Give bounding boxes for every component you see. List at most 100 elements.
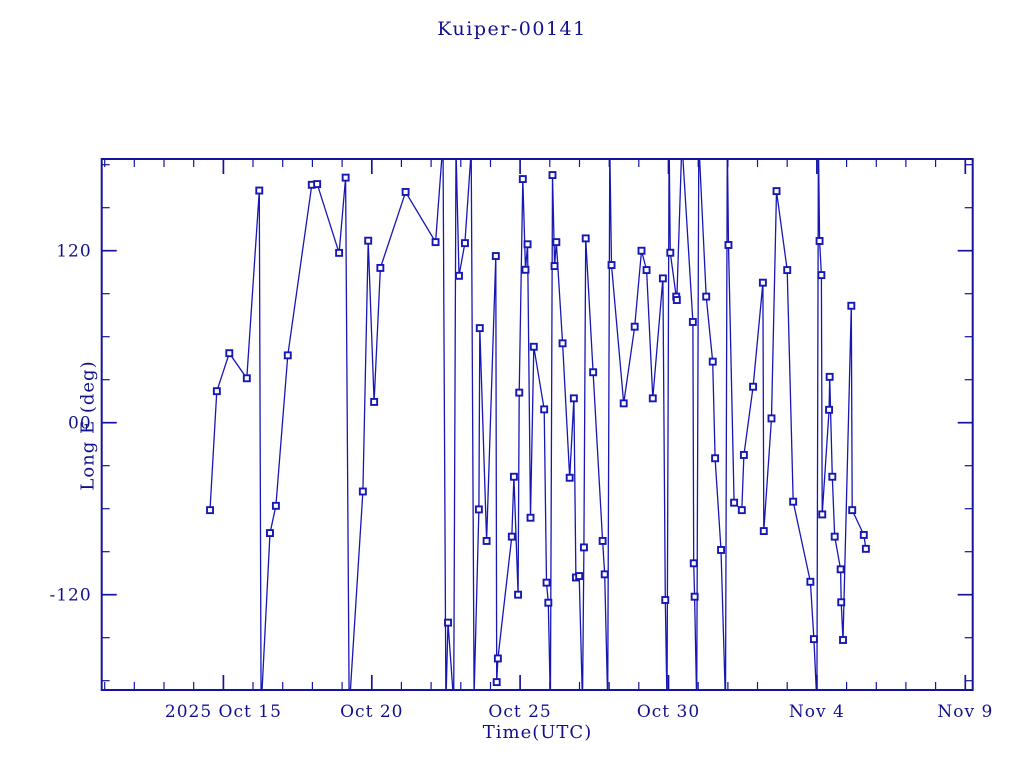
data-point-marker (581, 234, 590, 243)
data-point-marker (739, 451, 748, 459)
data-point-marker (474, 505, 483, 514)
data-point-marker (401, 188, 410, 196)
data-point-marker (672, 296, 681, 304)
series-group (206, 145, 870, 707)
data-point-marker (493, 654, 502, 663)
data-point-marker (589, 368, 598, 377)
data-point-marker (212, 387, 221, 396)
data-point-marker (514, 590, 523, 599)
data-point-marker (242, 374, 251, 383)
data-point-marker (542, 578, 551, 587)
data-point-marker (847, 301, 856, 310)
data-point-marker (565, 473, 574, 482)
data-point-marker (370, 397, 379, 406)
data-point-marker (491, 252, 500, 260)
data-point-marker (266, 529, 274, 538)
data-point-marker (817, 271, 826, 280)
data-point-marker (358, 487, 367, 496)
data-point-marker (836, 565, 845, 574)
data-point-marker (818, 510, 827, 519)
data-point-marker (702, 292, 711, 301)
data-point-marker (313, 180, 322, 189)
data-point-marker (749, 382, 758, 391)
data-point-marker (544, 598, 553, 607)
data-point-marker (558, 339, 567, 348)
data-point-marker (529, 342, 538, 351)
data-point-marker (598, 536, 607, 545)
data-point-marker (453, 145, 459, 151)
data-point-marker (548, 171, 557, 180)
data-point-marker (552, 238, 561, 247)
data-point-marker (255, 186, 264, 195)
data-point-marker (737, 506, 746, 515)
data-point-marker (688, 318, 697, 326)
x-tick-label: Oct 30 (637, 702, 700, 722)
data-point-marker (825, 405, 834, 414)
data-point-marker (607, 145, 613, 151)
data-point-marker (540, 405, 549, 414)
data-point-marker (837, 598, 846, 607)
data-point-marker (767, 414, 776, 423)
data-point-marker (861, 544, 870, 553)
data-point-marker (579, 543, 588, 552)
data-point-marker (341, 173, 350, 182)
data-point-marker (507, 532, 516, 541)
data-point-marker (724, 241, 733, 249)
data-point-marker (443, 701, 449, 707)
data-point-marker (364, 236, 373, 245)
x-tick-label: Oct 25 (488, 702, 551, 722)
data-point-marker (475, 324, 484, 333)
data-point-marker (444, 618, 452, 627)
x-tick-label: Nov 4 (789, 702, 845, 722)
data-point-marker (468, 147, 474, 153)
data-point-marker (515, 388, 524, 397)
data-point-marker (828, 472, 837, 481)
tick-labels-group: 2025 Oct 15 Oct 20 Oct 25 Oct 30 Nov 4 Nov 9 1… (49, 242, 992, 722)
data-point-marker (711, 454, 720, 463)
data-point-marker (722, 701, 728, 707)
data-point-marker (690, 592, 699, 601)
y-axis-title: Long E (deg) (77, 360, 99, 491)
data-point-marker (806, 577, 815, 586)
data-point-marker (717, 546, 725, 554)
data-point-marker (815, 237, 824, 245)
data-point-marker (658, 274, 667, 283)
axes-group (100, 158, 974, 691)
data-point-marker (839, 636, 847, 644)
series-line (209, 159, 867, 690)
data-point-marker (376, 263, 385, 272)
data-point-marker (451, 699, 457, 705)
plot-box (100, 158, 974, 691)
data-point-marker (575, 572, 584, 581)
data-point-marker (521, 265, 530, 274)
data-point-marker (809, 635, 818, 644)
data-point-marker (607, 261, 616, 270)
data-point-marker (271, 501, 280, 510)
data-point-marker (772, 187, 781, 196)
x-axis-title: Time(UTC) (482, 722, 593, 743)
data-point-marker (666, 248, 675, 257)
data-point-marker (630, 322, 639, 331)
y-tick-label: 00 (68, 414, 92, 434)
data-point-marker (431, 238, 440, 247)
data-point-marker (550, 262, 559, 271)
data-point-marker (758, 278, 767, 287)
data-point-marker (492, 678, 501, 687)
data-point-marker (523, 240, 532, 249)
data-point-marker (783, 266, 792, 275)
data-point-marker (605, 699, 611, 705)
data-point-marker (206, 506, 214, 515)
data-point-marker (518, 175, 527, 184)
x-tick-label: 2025 Oct 15 (165, 702, 282, 722)
data-point-marker (689, 559, 698, 568)
data-point-marker (619, 399, 628, 408)
data-point-marker (859, 530, 868, 539)
chart-title: Kuiper-00141 (437, 18, 587, 40)
data-point-marker (648, 394, 657, 403)
data-point-marker (526, 513, 535, 522)
data-point-marker (825, 372, 834, 381)
data-point-marker (600, 570, 609, 579)
data-point-marker (848, 506, 857, 515)
x-tick-label: Oct 20 (340, 702, 403, 722)
